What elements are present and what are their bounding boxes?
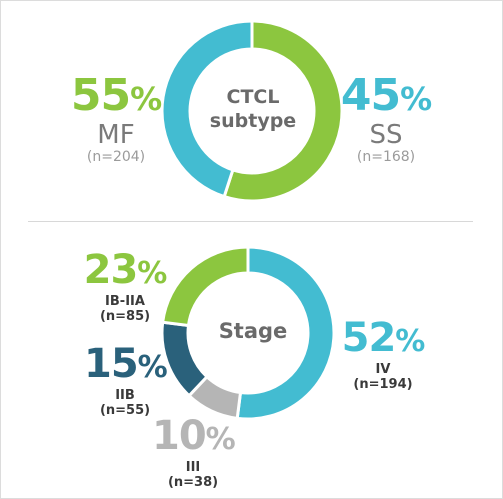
subtype-donut bbox=[160, 19, 344, 203]
ibiia-count: (n=85) bbox=[99, 309, 151, 324]
iv-percent: 52% bbox=[341, 315, 426, 361]
iib-label: 15% IIB (n=55) bbox=[84, 341, 168, 418]
ibiia-percent: 23% bbox=[83, 247, 168, 293]
iii-count: (n=38) bbox=[167, 475, 219, 490]
slice-ib-iia bbox=[161, 245, 250, 328]
stage-donut-center-label: Stage bbox=[218, 319, 288, 343]
stage-donut bbox=[160, 245, 336, 421]
iv-label: 52% IV (n=194) bbox=[340, 318, 426, 392]
subtype-donut-center-label: CTCL subtype bbox=[198, 85, 308, 133]
mf-name: MF bbox=[97, 120, 135, 150]
ss-count: (n=168) bbox=[356, 149, 416, 165]
slice-mf bbox=[222, 19, 344, 203]
ibiia-label: 23% IB-IIA (n=85) bbox=[82, 250, 168, 324]
iv-count: (n=194) bbox=[353, 377, 413, 392]
center-label-line2: subtype bbox=[209, 110, 297, 132]
ss-label: 45% SS (n=168) bbox=[340, 70, 432, 166]
ss-percent: 45% bbox=[340, 70, 432, 121]
center-label-line1: CTCL bbox=[226, 86, 280, 108]
ibiia-name: IB-IIA bbox=[105, 294, 145, 309]
iv-name: IV bbox=[375, 362, 391, 377]
ss-name: SS bbox=[369, 120, 403, 150]
iii-label: 10% III (n=38) bbox=[152, 413, 236, 490]
iib-count: (n=55) bbox=[99, 403, 151, 418]
iii-name: III bbox=[185, 460, 201, 475]
divider-line bbox=[28, 221, 473, 222]
mf-count: (n=204) bbox=[86, 149, 146, 165]
iii-percent: 10% bbox=[152, 413, 236, 459]
slice-ss bbox=[160, 19, 254, 199]
slice-iv bbox=[235, 245, 336, 421]
mf-label: 55% MF (n=204) bbox=[70, 70, 162, 166]
iib-percent: 15% bbox=[84, 341, 168, 387]
iib-name: IIB bbox=[115, 388, 135, 403]
mf-percent: 55% bbox=[70, 70, 162, 121]
